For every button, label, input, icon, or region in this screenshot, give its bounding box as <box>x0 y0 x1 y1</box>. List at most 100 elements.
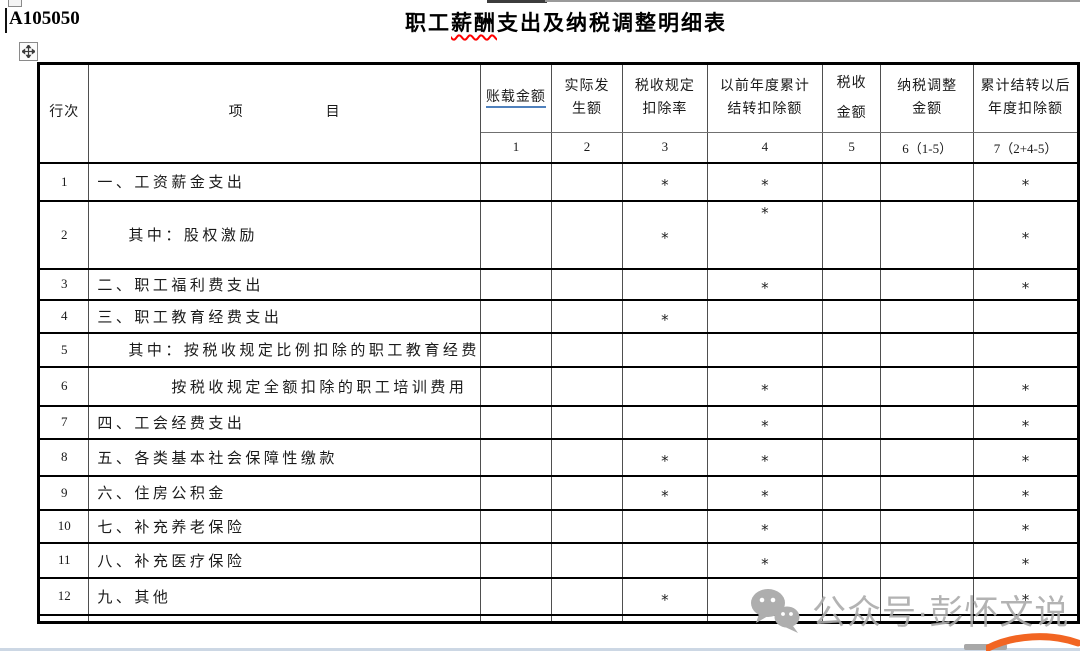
cell-r6-c5[interactable] <box>822 365 882 407</box>
cell-r1-c5[interactable] <box>822 161 882 202</box>
clipped-cell <box>550 613 623 623</box>
cell-r11-c6[interactable] <box>880 541 975 579</box>
row-7-number: 7 <box>37 404 90 440</box>
table-row: 2 其中：股权激励 * * * <box>37 199 1079 270</box>
row-8-number: 8 <box>37 437 90 477</box>
table-row: 11 八、补充医疗保险 * * <box>37 541 1079 579</box>
cell-r7-c6[interactable] <box>880 404 975 440</box>
cell-r1-c2[interactable] <box>550 161 623 202</box>
cell-r7-c5[interactable] <box>822 404 882 440</box>
col-header-5: 税收 金额 <box>822 62 882 133</box>
blocked-cell-asterisk: * <box>761 554 769 573</box>
cell-r9-c5[interactable] <box>822 474 882 511</box>
clipped-row <box>37 613 1079 623</box>
cell-r5-c7[interactable] <box>973 331 1079 368</box>
salary-expense-tax-adjustment-table: 行次项目账载金额 实际发 生额 税收规定 扣除率 以前年度累计 结转扣除额 税收 金额 纳税调整金… <box>37 62 1080 624</box>
cell-r8-c5[interactable] <box>822 437 882 477</box>
cell-r9-c6[interactable] <box>880 474 975 511</box>
cell-r4-c1[interactable] <box>479 298 552 334</box>
cell-r10-c1[interactable] <box>479 508 552 544</box>
cell-r11-c3[interactable] <box>621 541 708 579</box>
cell-r4-c7[interactable] <box>973 298 1079 334</box>
blocked-cell-asterisk: * <box>661 310 669 329</box>
cell-r6-c7-blocked: * <box>973 365 1079 407</box>
cell-r2-c6[interactable] <box>880 199 975 270</box>
cell-r10-c3[interactable] <box>621 508 708 544</box>
cell-r8-c1[interactable] <box>479 437 552 477</box>
cell-r6-c3[interactable] <box>621 365 708 407</box>
cell-r5-c1[interactable] <box>479 331 552 368</box>
cell-r4-c2[interactable] <box>550 298 623 334</box>
cell-r5-c5[interactable] <box>822 331 882 368</box>
cell-r5-c4[interactable] <box>706 331 824 368</box>
cell-r12-c6[interactable] <box>880 576 975 616</box>
cell-r11-c5[interactable] <box>822 541 882 579</box>
cell-r6-c1[interactable] <box>479 365 552 407</box>
table-row: 3 二、职工福利费支出 * * <box>37 267 1079 301</box>
col-number-6: 6（1-5） <box>880 132 975 164</box>
table-row: 8 五、各类基本社会保障性缴款 * * * <box>37 437 1079 477</box>
blocked-cell-asterisk: * <box>661 176 669 194</box>
clipped-cell <box>973 613 1079 623</box>
cell-r7-c3[interactable] <box>621 404 708 440</box>
row-5-number: 5 <box>37 331 90 368</box>
cell-r7-c1[interactable] <box>479 404 552 440</box>
row-6-item-label: 按税收规定全额扣除的职工培训费用 <box>88 365 481 407</box>
row-4-item-label: 三、职工教育经费支出 <box>88 298 481 334</box>
row-2-number: 2 <box>37 199 90 270</box>
cell-r4-c5[interactable] <box>822 298 882 334</box>
clipped-cell <box>822 613 882 623</box>
cell-r3-c5[interactable] <box>822 267 882 301</box>
cell-r1-c6[interactable] <box>880 161 975 202</box>
clipped-anchor-icon <box>8 0 22 7</box>
item-header-part: 项 <box>228 105 244 121</box>
clipped-cell <box>706 613 824 623</box>
cell-r2-c4-blocked: * <box>706 199 824 270</box>
cell-r12-c5[interactable] <box>822 576 882 616</box>
col-header-3: 税收规定 扣除率 <box>621 62 708 133</box>
row-5-item-label: 其中：按税收规定比例扣除的职工教育经费 <box>88 331 481 368</box>
blocked-cell-asterisk: * <box>761 278 769 297</box>
cell-r7-c7-blocked: * <box>973 404 1079 440</box>
cell-r9-c1[interactable] <box>479 474 552 511</box>
cell-r9-c2[interactable] <box>550 474 623 511</box>
cell-r6-c6[interactable] <box>880 365 975 407</box>
cell-r11-c2[interactable] <box>550 541 623 579</box>
cell-r8-c2[interactable] <box>550 437 623 477</box>
table-row: 9 六、住房公积金 * * * <box>37 474 1079 511</box>
cell-r5-c2[interactable] <box>550 331 623 368</box>
cell-r1-c4-blocked: * <box>706 161 824 202</box>
row-10-number: 10 <box>37 508 90 544</box>
cell-r3-c1[interactable] <box>479 267 552 301</box>
cell-r4-c6[interactable] <box>880 298 975 334</box>
row-7-item-label: 四、工会经费支出 <box>88 404 481 440</box>
cell-r1-c1[interactable] <box>479 161 552 202</box>
cell-r7-c2[interactable] <box>550 404 623 440</box>
cell-r11-c1[interactable] <box>479 541 552 579</box>
col-header-row-no: 行次 <box>37 62 90 164</box>
cell-r2-c5[interactable] <box>822 199 882 270</box>
table-move-handle-icon[interactable] <box>19 42 38 61</box>
cell-r10-c6[interactable] <box>880 508 975 544</box>
cell-r8-c6[interactable] <box>880 437 975 477</box>
cell-r3-c6[interactable] <box>880 267 975 301</box>
cell-r10-c7-blocked: * <box>973 508 1079 544</box>
blocked-cell-asterisk: * <box>761 176 769 194</box>
text-cursor <box>5 8 7 33</box>
cell-r10-c2[interactable] <box>550 508 623 544</box>
cell-r6-c2[interactable] <box>550 365 623 407</box>
blocked-cell-asterisk: * <box>661 451 669 470</box>
window-top-edge <box>545 0 1080 2</box>
title-spellcheck-segment: 薪酬 <box>451 11 497 35</box>
cell-r3-c3[interactable] <box>621 267 708 301</box>
cell-r5-c6[interactable] <box>880 331 975 368</box>
cell-r2-c1[interactable] <box>479 199 552 270</box>
cell-r2-c2[interactable] <box>550 199 623 270</box>
cell-r3-c2[interactable] <box>550 267 623 301</box>
blocked-cell-asterisk: * <box>661 590 669 609</box>
cell-r10-c5[interactable] <box>822 508 882 544</box>
cell-r12-c1[interactable] <box>479 576 552 616</box>
cell-r5-c3[interactable] <box>621 331 708 368</box>
cell-r12-c2[interactable] <box>550 576 623 616</box>
cell-r4-c4[interactable] <box>706 298 824 334</box>
